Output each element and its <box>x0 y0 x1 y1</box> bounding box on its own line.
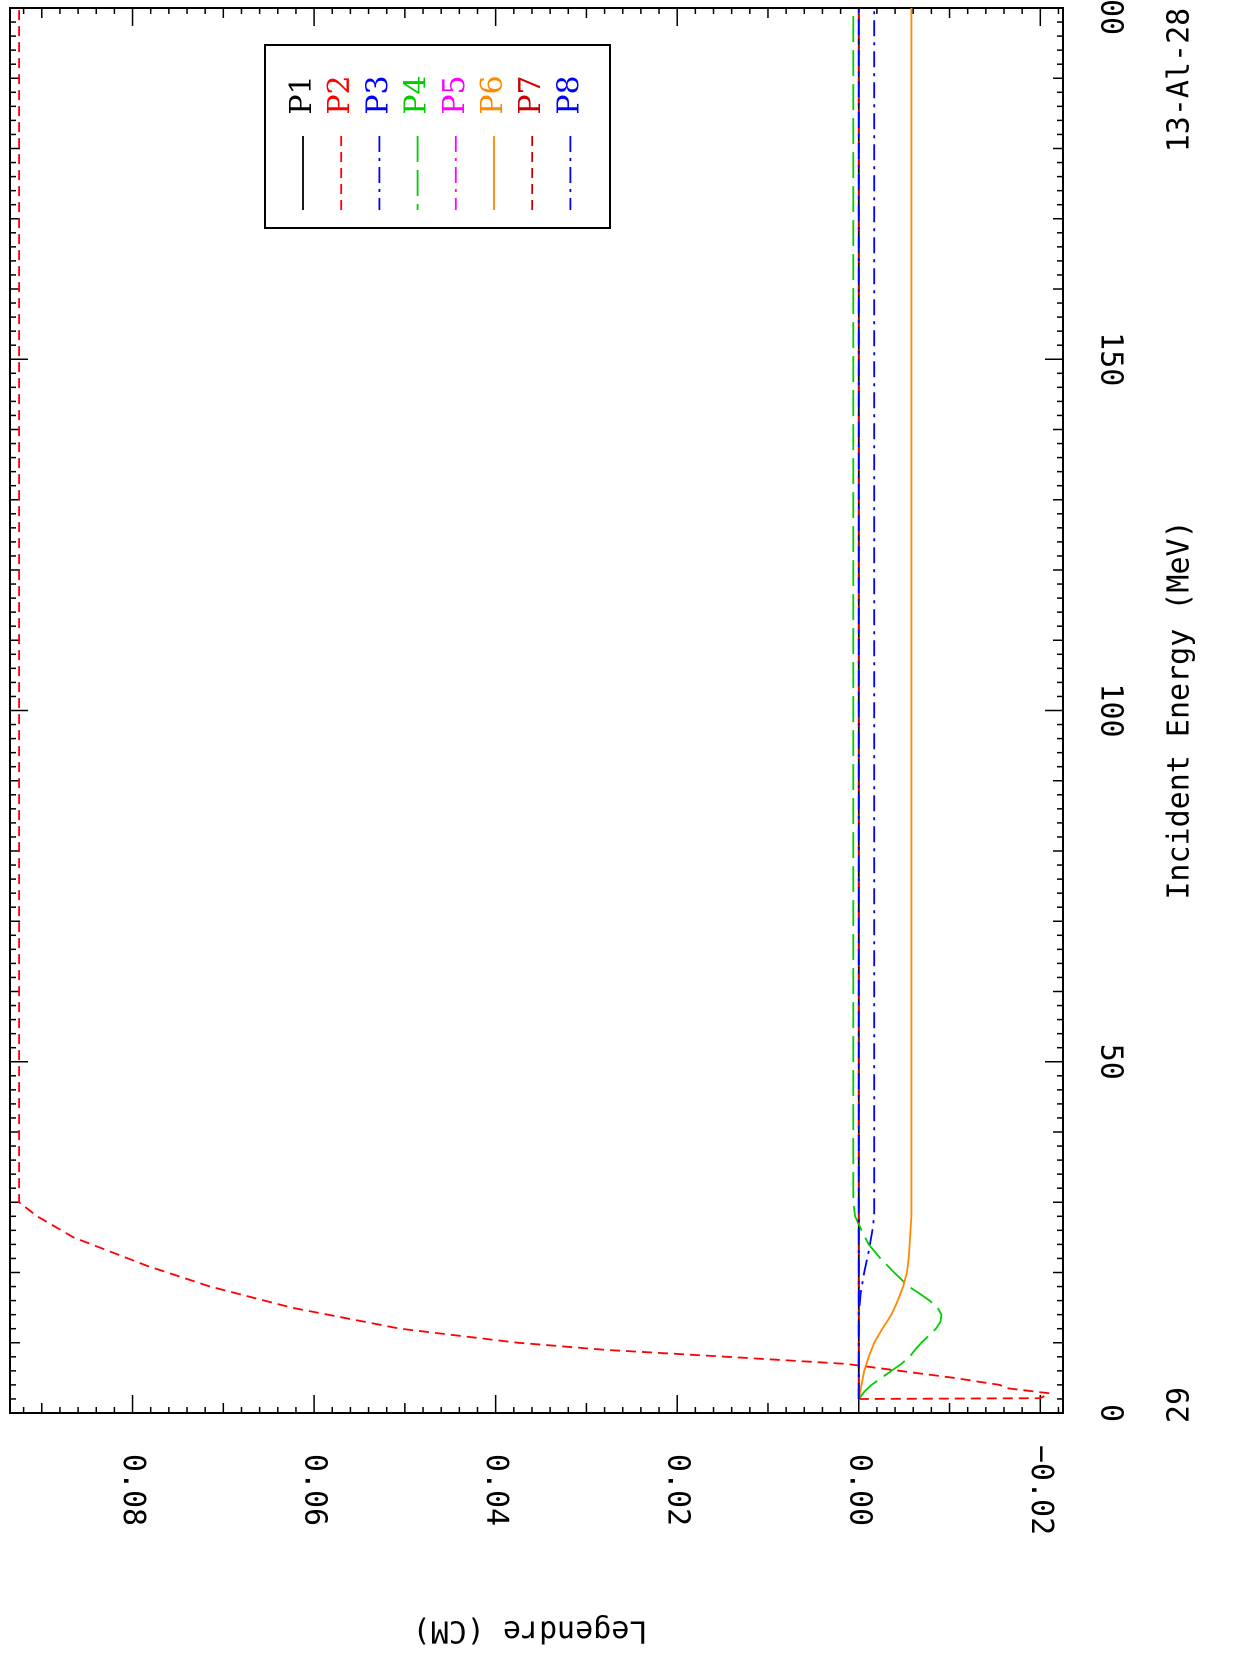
y-tick-label: 0.02 <box>661 1454 696 1526</box>
y-tick-label: 0.08 <box>116 1454 151 1526</box>
series-line-p3 <box>857 8 876 1399</box>
legend-label-p6: P6 <box>475 75 510 114</box>
y-axis-label: Legendre (CM) <box>413 1614 648 1649</box>
legend-label-p7: P7 <box>513 75 548 114</box>
legend-label-p2: P2 <box>322 75 357 114</box>
legend-label-p4: P4 <box>399 75 434 114</box>
target-label: 13-Al-28 <box>1162 8 1197 153</box>
series-line-p6 <box>857 8 913 1400</box>
plot-marks <box>9 7 1064 1414</box>
x-tick-label: 0 <box>1094 1404 1129 1422</box>
legend: P1 P2 P3 P4 P5 P6 P7 P8 <box>264 44 611 229</box>
legend-box <box>264 44 611 229</box>
series-line-p4 <box>852 8 943 1400</box>
projectile-label: 29 <box>1162 1387 1197 1423</box>
series-line-p2 <box>18 8 1053 1400</box>
x-tick-label: 50 <box>1094 1044 1129 1080</box>
legend-label-p3: P3 <box>360 75 395 114</box>
y-tick-label: 0.00 <box>842 1454 877 1526</box>
x-tick-label: 150 <box>1094 332 1129 386</box>
y-tick-label: 0.04 <box>479 1454 514 1526</box>
y-tick-label: 0.06 <box>298 1454 333 1526</box>
y-tick-label: −0.02 <box>1024 1445 1059 1535</box>
legend-label-p5: P5 <box>437 75 472 114</box>
x-tick-label: 200 <box>1094 0 1129 35</box>
x-tick-label: 100 <box>1094 683 1129 737</box>
legend-label-p8: P8 <box>551 75 586 114</box>
legend-label-p1: P1 <box>284 75 319 114</box>
x-axis-label: Incident Energy (MeV) <box>1162 520 1197 899</box>
axis-texts: Incident Energy (MeV) Legendre (CM) 29 1… <box>116 0 1196 1649</box>
